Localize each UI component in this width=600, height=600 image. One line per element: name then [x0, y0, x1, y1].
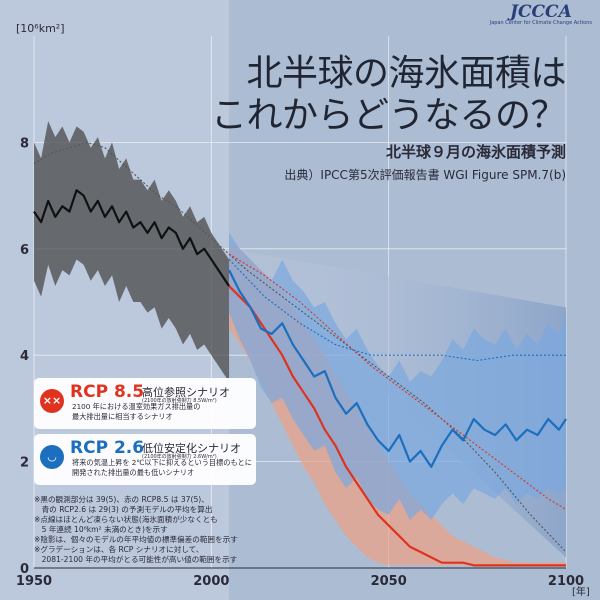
x-tick-label: 2100 — [548, 574, 584, 589]
series-band — [229, 232, 567, 521]
rcp85-name: RCP 8.5 — [70, 382, 145, 402]
note-line: ※陰影は、個々のモデルの年平均値の標準偏差の範囲を示す — [34, 535, 238, 544]
source-citation: 出典）IPCC第5次評価報告書 WGI Figure SPM.7(b) — [284, 168, 566, 182]
legend-rcp26: ◡ RCP 2.6 低位安定化シナリオ (2100年の放射強制力 2.6W/m²… — [34, 434, 256, 485]
series-line — [228, 269, 567, 469]
note-line: 5 年連続 10⁶km² 未満のとき)を示す — [34, 525, 168, 534]
rcp85-desc-line1: 2100 年における温室効果ガス排出量の — [72, 402, 201, 411]
x-axis-unit: [年] — [572, 585, 590, 598]
chart-subtitle: 北半球９月の海氷面積予測 — [385, 143, 566, 161]
y-tick-label: 8 — [20, 136, 29, 151]
rcp85-description: 2100 年における温室効果ガス排出量の 最大排出量に相当するシナリオ — [72, 402, 200, 422]
y-tick-label: 6 — [20, 243, 29, 258]
rcp26-description: 将来の気温上昇を 2℃以下に抑えるという目標のもとに 開発された排出量の最も低い… — [72, 458, 252, 478]
x-tick-label: 2050 — [371, 574, 407, 589]
note-line: ※グラデーションは、各 RCP シナリオに対して、 — [34, 545, 204, 554]
x-tick-label: 1950 — [16, 574, 52, 589]
rcp85-desc-line2: 最大排出量に相当するシナリオ — [72, 412, 173, 421]
note-line: ※点線はほとんど凍らない状態(海氷面積が少なくとも — [34, 515, 218, 524]
logo-tagline: Japan Center for Climate Change Actions — [489, 20, 592, 26]
rcp26-sub: (2100年の放射強制力 2.6W/m²) — [142, 454, 217, 460]
rcp26-desc-line1: 将来の気温上昇を 2℃以下に抑えるという目標のもとに — [72, 458, 252, 467]
note-line: 青の RCP2.6 は 29(3) の予測モデルの平均を算出 — [34, 505, 213, 514]
rcp26-title: 低位安定化シナリオ — [142, 442, 241, 455]
legend-rcp85: ×× RCP 8.5 高位参照シナリオ (2100年の放射強制力 8.5W/m²… — [34, 378, 256, 429]
rcp26-name: RCP 2.6 — [70, 438, 145, 458]
likely-range-gradient — [229, 248, 567, 558]
y-tick-label: 2 — [20, 456, 29, 471]
series-line — [228, 285, 566, 567]
note-line: 2081-2100 年の平均がとる可能性が高い値の範囲を示す — [34, 555, 238, 564]
dead-face-icon: ×× — [40, 389, 64, 413]
y-tick-label: 0 — [20, 562, 29, 577]
rcp85-sub: (2100年の放射強制力 8.5W/m²) — [142, 398, 217, 404]
x-tick-label: 2000 — [193, 574, 229, 589]
ice-free-dotted-line — [228, 259, 566, 362]
y-tick-label: 4 — [20, 349, 29, 364]
y-axis-unit: [10⁶km²] — [16, 22, 65, 35]
logo-text: JCCCA — [509, 2, 572, 22]
ice-free-dotted-line — [228, 253, 567, 510]
rcp85-title: 高位参照シナリオ — [142, 386, 230, 399]
page-title-line2: これからどうなるの？ — [210, 95, 567, 136]
smile-face-icon: ◡ — [40, 445, 64, 469]
jccca-logo: JCCCA Japan Center for Climate Change Ac… — [490, 4, 592, 26]
rcp26-desc-line2: 開発された排出量の最も低いシナリオ — [72, 468, 195, 477]
note-line: ※黒の観測部分は 39(5)、赤の RCP8.5 は 37(5)、 — [34, 495, 209, 504]
series-line — [33, 189, 230, 287]
series-band — [34, 121, 230, 382]
page-title-line1: 北半球の海氷面積は — [246, 53, 566, 94]
